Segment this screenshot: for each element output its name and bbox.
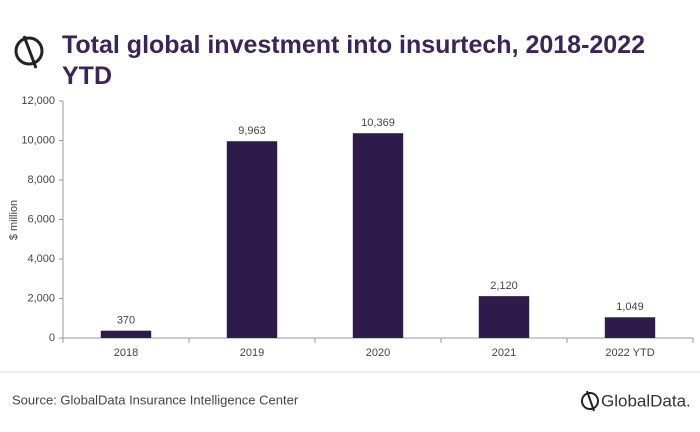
y-tick-label: 2,000	[27, 292, 55, 304]
value-label: 10,369	[361, 117, 395, 129]
y-axis-label: $ million	[8, 200, 20, 240]
value-label: 370	[117, 315, 135, 327]
y-tick-label: 12,000	[21, 95, 55, 107]
x-tick-label: 2021	[492, 347, 516, 359]
value-label: 1,049	[616, 301, 644, 313]
y-tick-label: 0	[49, 332, 55, 344]
x-tick-label: 2019	[240, 347, 264, 359]
bar	[226, 141, 278, 338]
y-tick-label: 10,000	[21, 134, 55, 146]
x-tick-label: 2020	[366, 347, 390, 359]
source: Source: GlobalData Insurance Intelligenc…	[12, 392, 299, 407]
x-tick-label: 2022 YTD	[605, 347, 654, 359]
y-tick-label: 6,000	[27, 213, 55, 225]
logo-icon	[14, 35, 44, 69]
bar	[478, 296, 530, 338]
brand-icon	[581, 390, 599, 412]
bar	[604, 317, 656, 338]
y-tick-label: 8,000	[27, 174, 55, 186]
value-label: 9,963	[238, 125, 266, 137]
brand: GlobalData.	[601, 391, 691, 410]
x-tick-label: 2018	[114, 347, 138, 359]
bar	[100, 330, 152, 338]
bar	[352, 133, 404, 338]
chart-title: Total global investment into insurtech, …	[62, 31, 646, 90]
y-tick-label: 4,000	[27, 253, 55, 265]
value-label: 2,120	[490, 280, 518, 292]
